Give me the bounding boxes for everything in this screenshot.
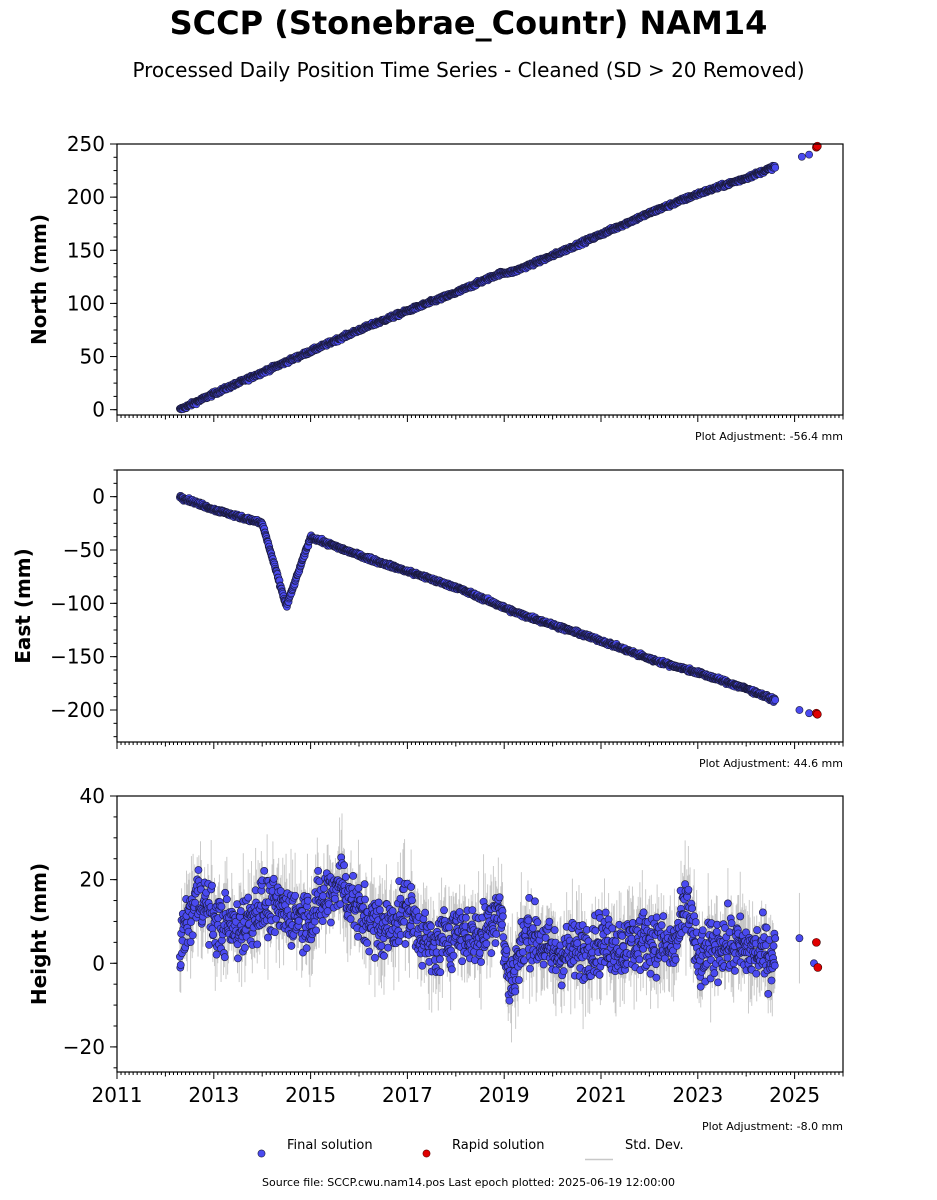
x-ticks-1 xyxy=(116,742,844,749)
y-tick-label: −150 xyxy=(50,645,105,669)
y-ticks-1 xyxy=(110,469,117,738)
y-tick-label: 150 xyxy=(67,238,105,262)
y-axis-label: North (mm) xyxy=(27,214,51,345)
y-tick-label: 200 xyxy=(67,185,105,209)
page-subtitle: Processed Daily Position Time Series - C… xyxy=(132,58,805,82)
x-ticks-0 xyxy=(116,415,844,422)
y-tick-label: 50 xyxy=(80,345,105,369)
y-axis-label: East (mm) xyxy=(11,548,35,664)
page-title: SCCP (Stonebrae_Countr) NAM14 xyxy=(169,4,768,42)
final-point xyxy=(805,150,814,159)
panel-1: 0 −50 −100 −150 −200 East (mm) Plot Adjustment… xyxy=(11,469,844,770)
y-tick-label: 0 xyxy=(92,398,105,422)
rapid-points-1 xyxy=(812,708,822,719)
y-tick-label: −100 xyxy=(50,591,105,615)
panel-0: 0 50 100 150 200 250 North (mm) Plot Adjustment… xyxy=(27,132,844,443)
y-tick-label: −50 xyxy=(63,538,105,562)
y-tick-label: 250 xyxy=(67,132,105,156)
final-point xyxy=(795,706,804,714)
y-tick-label: 0 xyxy=(92,485,105,509)
rapid-point xyxy=(813,709,822,719)
y-tick-label: 100 xyxy=(67,291,105,315)
rapid-point xyxy=(813,141,822,151)
final-points-0 xyxy=(176,150,814,414)
final-point xyxy=(771,696,780,704)
y-ticks-0 xyxy=(110,143,117,411)
final-points-1 xyxy=(176,492,814,718)
final-point xyxy=(805,709,814,718)
y-tick-label: −200 xyxy=(50,698,105,722)
final-point xyxy=(771,163,780,172)
plot-adjustment: Plot Adjustment: 44.6 mm xyxy=(699,757,843,770)
final-point xyxy=(797,152,806,161)
plot-adjustment: Plot Adjustment: -56.4 mm xyxy=(695,430,843,443)
